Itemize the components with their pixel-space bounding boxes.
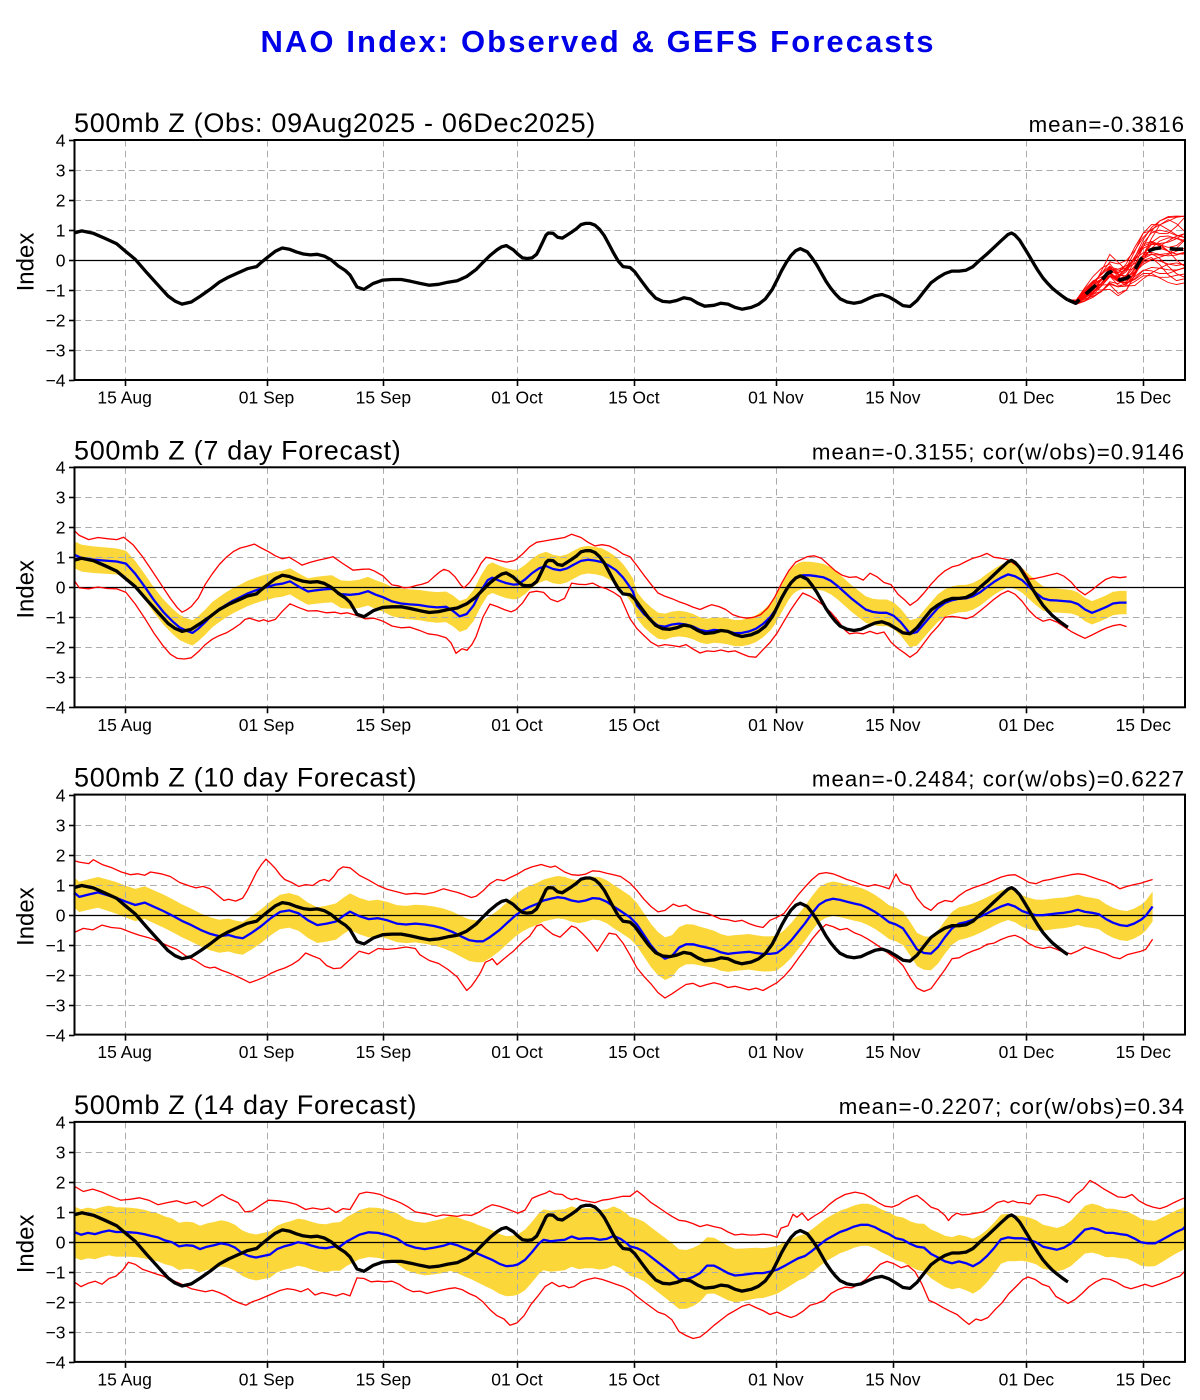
svg-text:01 Sep: 01 Sep	[239, 1042, 294, 1062]
svg-text:15 Aug: 15 Aug	[97, 388, 152, 408]
svg-text:01 Dec: 01 Dec	[999, 1042, 1055, 1062]
svg-text:4: 4	[56, 131, 66, 151]
svg-text:−1: −1	[46, 1263, 66, 1283]
svg-text:01 Oct: 01 Oct	[491, 715, 543, 735]
svg-text:3: 3	[56, 816, 66, 836]
svg-text:01 Nov: 01 Nov	[748, 715, 804, 735]
svg-text:Index: Index	[13, 560, 40, 619]
svg-text:2: 2	[56, 191, 66, 211]
svg-text:01 Sep: 01 Sep	[239, 388, 294, 408]
svg-text:01 Oct: 01 Oct	[491, 388, 543, 408]
svg-text:01 Dec: 01 Dec	[999, 715, 1055, 735]
svg-text:−1: −1	[46, 936, 66, 956]
svg-text:15 Dec: 15 Dec	[1116, 715, 1172, 735]
svg-text:1: 1	[56, 1203, 66, 1223]
svg-text:−2: −2	[46, 638, 66, 658]
svg-text:01 Nov: 01 Nov	[748, 388, 804, 408]
svg-text:4: 4	[56, 458, 66, 478]
svg-text:15 Aug: 15 Aug	[97, 715, 152, 735]
svg-text:−3: −3	[46, 996, 66, 1016]
svg-text:3: 3	[56, 1143, 66, 1163]
svg-text:0: 0	[56, 251, 66, 271]
svg-text:NAO Index: Observed & GEFS For: NAO Index: Observed & GEFS Forecasts	[260, 24, 935, 59]
svg-text:−3: −3	[46, 341, 66, 361]
svg-text:2: 2	[56, 518, 66, 538]
svg-text:−1: −1	[46, 281, 66, 301]
svg-text:15 Oct: 15 Oct	[608, 1369, 660, 1389]
svg-text:15 Nov: 15 Nov	[865, 1369, 921, 1389]
svg-text:−1: −1	[46, 608, 66, 628]
svg-text:15 Sep: 15 Sep	[356, 1042, 411, 1062]
svg-text:01 Dec: 01 Dec	[999, 388, 1055, 408]
svg-text:500mb Z (7 day Forecast): 500mb Z (7 day Forecast)	[74, 435, 401, 465]
svg-text:−3: −3	[46, 668, 66, 688]
svg-text:3: 3	[56, 161, 66, 181]
svg-text:15 Aug: 15 Aug	[97, 1369, 152, 1389]
svg-text:2: 2	[56, 1173, 66, 1193]
svg-text:mean=-0.3816: mean=-0.3816	[1029, 112, 1185, 137]
svg-text:0: 0	[56, 1233, 66, 1253]
svg-text:15 Oct: 15 Oct	[608, 715, 660, 735]
svg-text:01 Sep: 01 Sep	[239, 1369, 294, 1389]
svg-text:−4: −4	[46, 1026, 66, 1046]
svg-text:500mb Z (Obs: 09Aug2025 - 06De: 500mb Z (Obs: 09Aug2025 - 06Dec2025)	[74, 108, 596, 138]
svg-text:15 Nov: 15 Nov	[865, 388, 921, 408]
svg-text:Index: Index	[13, 1215, 40, 1274]
svg-text:15 Nov: 15 Nov	[865, 1042, 921, 1062]
svg-text:500mb Z (10 day Forecast): 500mb Z (10 day Forecast)	[74, 763, 417, 793]
svg-text:−4: −4	[46, 371, 66, 391]
svg-text:−3: −3	[46, 1323, 66, 1343]
svg-text:1: 1	[56, 548, 66, 568]
svg-text:01 Nov: 01 Nov	[748, 1369, 804, 1389]
svg-text:mean=-0.2207; cor(w/obs)=0.34: mean=-0.2207; cor(w/obs)=0.34	[839, 1094, 1185, 1119]
svg-text:15 Nov: 15 Nov	[865, 715, 921, 735]
svg-text:0: 0	[56, 578, 66, 598]
svg-text:−2: −2	[46, 966, 66, 986]
svg-text:500mb Z (14 day Forecast): 500mb Z (14 day Forecast)	[74, 1090, 417, 1120]
svg-text:mean=-0.2484; cor(w/obs)=0.622: mean=-0.2484; cor(w/obs)=0.6227	[812, 767, 1185, 792]
svg-text:15 Oct: 15 Oct	[608, 388, 660, 408]
svg-text:1: 1	[56, 221, 66, 241]
svg-text:−2: −2	[46, 1293, 66, 1313]
svg-text:3: 3	[56, 488, 66, 508]
svg-text:mean=-0.3155; cor(w/obs)=0.914: mean=-0.3155; cor(w/obs)=0.9146	[812, 439, 1185, 464]
svg-text:−4: −4	[46, 698, 66, 718]
svg-text:15 Aug: 15 Aug	[97, 1042, 152, 1062]
svg-text:0: 0	[56, 906, 66, 926]
svg-text:−2: −2	[46, 311, 66, 331]
svg-text:−4: −4	[46, 1353, 66, 1373]
svg-text:15 Dec: 15 Dec	[1116, 388, 1172, 408]
svg-text:2: 2	[56, 846, 66, 866]
svg-text:01 Nov: 01 Nov	[748, 1042, 804, 1062]
svg-text:15 Dec: 15 Dec	[1116, 1369, 1172, 1389]
svg-text:1: 1	[56, 876, 66, 896]
svg-text:15 Dec: 15 Dec	[1116, 1042, 1172, 1062]
svg-text:01 Sep: 01 Sep	[239, 715, 294, 735]
svg-text:15 Oct: 15 Oct	[608, 1042, 660, 1062]
svg-text:01 Oct: 01 Oct	[491, 1042, 543, 1062]
svg-text:15 Sep: 15 Sep	[356, 1369, 411, 1389]
svg-text:Index: Index	[13, 887, 40, 946]
svg-text:4: 4	[56, 786, 66, 806]
svg-text:Index: Index	[13, 233, 40, 292]
svg-text:15 Sep: 15 Sep	[356, 388, 411, 408]
svg-text:15 Sep: 15 Sep	[356, 715, 411, 735]
svg-text:01 Dec: 01 Dec	[999, 1369, 1055, 1389]
svg-text:4: 4	[56, 1113, 66, 1133]
svg-text:01 Oct: 01 Oct	[491, 1369, 543, 1389]
